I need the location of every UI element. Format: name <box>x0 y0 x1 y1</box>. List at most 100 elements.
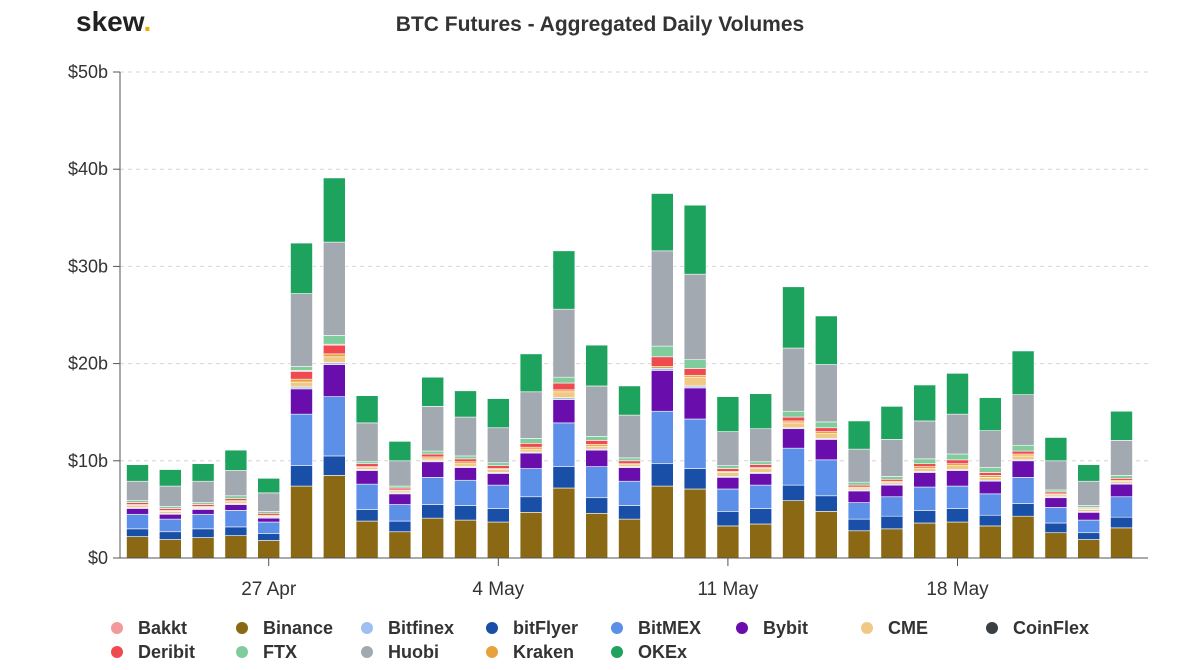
bar-segment-bitmex[interactable] <box>552 422 576 467</box>
bar-segment-huobi[interactable] <box>1110 440 1133 476</box>
bar-segment-bitflyer[interactable] <box>191 528 215 538</box>
bar-segment-ftx[interactable] <box>716 465 740 469</box>
bar-segment-okex[interactable] <box>1110 410 1133 441</box>
bar-segment-bybit[interactable] <box>388 493 412 505</box>
legend-item-ftx[interactable]: FTX <box>236 642 297 662</box>
bar-segment-huobi[interactable] <box>716 431 740 466</box>
bar-segment-bybit[interactable] <box>618 467 641 482</box>
bar-segment-bybit[interactable] <box>650 370 674 412</box>
bar-segment-okex[interactable] <box>552 250 576 310</box>
bar-segment-huobi[interactable] <box>355 422 379 463</box>
bar-segment-okex[interactable] <box>355 395 379 424</box>
bar-segment-okex[interactable] <box>618 385 641 416</box>
bar-segment-bybit[interactable] <box>814 439 838 461</box>
bar-segment-ftx[interactable] <box>552 376 576 384</box>
legend-item-deribit[interactable]: Deribit <box>111 642 195 662</box>
bar-segment-okex[interactable] <box>913 384 937 422</box>
bar-segment-deribit[interactable] <box>618 460 641 465</box>
bar-segment-binance[interactable] <box>224 535 248 559</box>
bar-segment-binance[interactable] <box>1077 539 1100 559</box>
bar-segment-bybit[interactable] <box>552 399 576 424</box>
bar-segment-huobi[interactable] <box>552 308 576 378</box>
bar-segment-bitmex[interactable] <box>814 459 838 497</box>
bar-segment-bitmex[interactable] <box>913 486 937 511</box>
bar-segment-ftx[interactable] <box>782 410 805 418</box>
bar-segment-binance[interactable] <box>486 521 510 559</box>
bar-stack[interactable] <box>519 353 543 559</box>
bar-segment-bitflyer[interactable] <box>749 508 773 525</box>
bar-segment-ftx[interactable] <box>814 421 838 429</box>
bar-segment-bitmex[interactable] <box>585 466 609 499</box>
bar-segment-bitmex[interactable] <box>519 468 543 498</box>
bar-segment-bitmex[interactable] <box>126 513 149 530</box>
bar-segment-huobi[interactable] <box>650 250 674 347</box>
bar-segment-huobi[interactable] <box>159 485 182 507</box>
bar-segment-binance[interactable] <box>388 531 412 559</box>
bar-segment-bitflyer[interactable] <box>1011 503 1035 517</box>
bar-segment-bybit[interactable] <box>322 364 346 397</box>
bar-stack[interactable] <box>782 286 805 559</box>
bar-segment-binance[interactable] <box>355 520 379 559</box>
bar-segment-deribit[interactable] <box>552 382 576 391</box>
bar-segment-kraken[interactable] <box>290 378 313 383</box>
bar-segment-binance[interactable] <box>978 525 1002 559</box>
bar-segment-cme[interactable] <box>716 472 740 477</box>
bar-segment-okex[interactable] <box>650 193 674 252</box>
legend-item-bakkt[interactable]: Bakkt <box>111 618 187 638</box>
bar-segment-okex[interactable] <box>322 177 346 243</box>
bar-stack[interactable] <box>454 390 477 559</box>
bar-segment-bybit[interactable] <box>683 387 707 420</box>
legend-item-binance[interactable]: Binance <box>236 618 333 638</box>
bar-stack[interactable] <box>486 398 510 559</box>
bar-segment-binance[interactable] <box>1110 527 1133 559</box>
bar-segment-deribit[interactable] <box>782 416 805 422</box>
bar-segment-cme[interactable] <box>454 463 477 467</box>
bar-stack[interactable] <box>1110 410 1133 559</box>
bar-segment-bitmex[interactable] <box>257 521 281 535</box>
bar-segment-binance[interactable] <box>913 522 937 559</box>
bar-segment-bybit[interactable] <box>716 477 740 490</box>
bar-stack[interactable] <box>847 420 871 559</box>
bar-segment-bybit[interactable] <box>978 480 1002 495</box>
legend-item-bybit[interactable]: Bybit <box>736 618 808 638</box>
bar-segment-bybit[interactable] <box>454 467 477 481</box>
bar-segment-huobi[interactable] <box>913 420 937 460</box>
bar-segment-okex[interactable] <box>880 406 904 440</box>
bar-segment-bitflyer[interactable] <box>946 508 969 523</box>
bar-segment-huobi[interactable] <box>191 480 215 503</box>
bar-segment-deribit[interactable] <box>486 465 510 469</box>
bar-segment-huobi[interactable] <box>978 430 1002 468</box>
bar-segment-huobi[interactable] <box>454 416 477 457</box>
bar-segment-bitflyer[interactable] <box>782 484 805 501</box>
bar-segment-bybit[interactable] <box>913 472 937 488</box>
bar-segment-huobi[interactable] <box>749 428 773 463</box>
bar-segment-ftx[interactable] <box>880 476 904 480</box>
bar-segment-cme[interactable] <box>782 422 805 429</box>
bar-segment-ftx[interactable] <box>585 436 609 441</box>
bar-segment-okex[interactable] <box>847 420 871 450</box>
bar-segment-ftx[interactable] <box>749 461 773 465</box>
bar-segment-okex[interactable] <box>290 242 313 294</box>
bar-segment-cme[interactable] <box>1011 455 1035 461</box>
bar-segment-okex[interactable] <box>585 344 609 387</box>
bar-segment-huobi[interactable] <box>322 241 346 336</box>
bar-segment-bitflyer[interactable] <box>126 528 149 537</box>
bar-segment-bitflyer[interactable] <box>1044 522 1068 534</box>
legend-item-coinflex[interactable]: CoinFlex <box>986 618 1089 638</box>
bar-segment-deribit[interactable] <box>749 464 773 468</box>
bar-segment-bitmex[interactable] <box>388 504 412 522</box>
bar-segment-bitflyer[interactable] <box>880 515 904 530</box>
bar-segment-binance[interactable] <box>716 525 740 559</box>
bar-segment-cme[interactable] <box>290 381 313 388</box>
legend-item-huobi[interactable]: Huobi <box>361 642 439 662</box>
bar-segment-okex[interactable] <box>159 469 182 487</box>
bar-segment-binance[interactable] <box>552 487 576 559</box>
legend-item-bitflyer[interactable]: bitFlyer <box>486 618 578 638</box>
bar-segment-bitmex[interactable] <box>978 493 1002 516</box>
bar-segment-bybit[interactable] <box>224 504 248 511</box>
bar-segment-bitmex[interactable] <box>782 447 805 486</box>
bar-segment-deribit[interactable] <box>585 440 609 445</box>
bar-segment-huobi[interactable] <box>388 460 412 487</box>
bar-segment-bybit[interactable] <box>159 513 182 520</box>
bar-segment-bitflyer[interactable] <box>388 520 412 533</box>
